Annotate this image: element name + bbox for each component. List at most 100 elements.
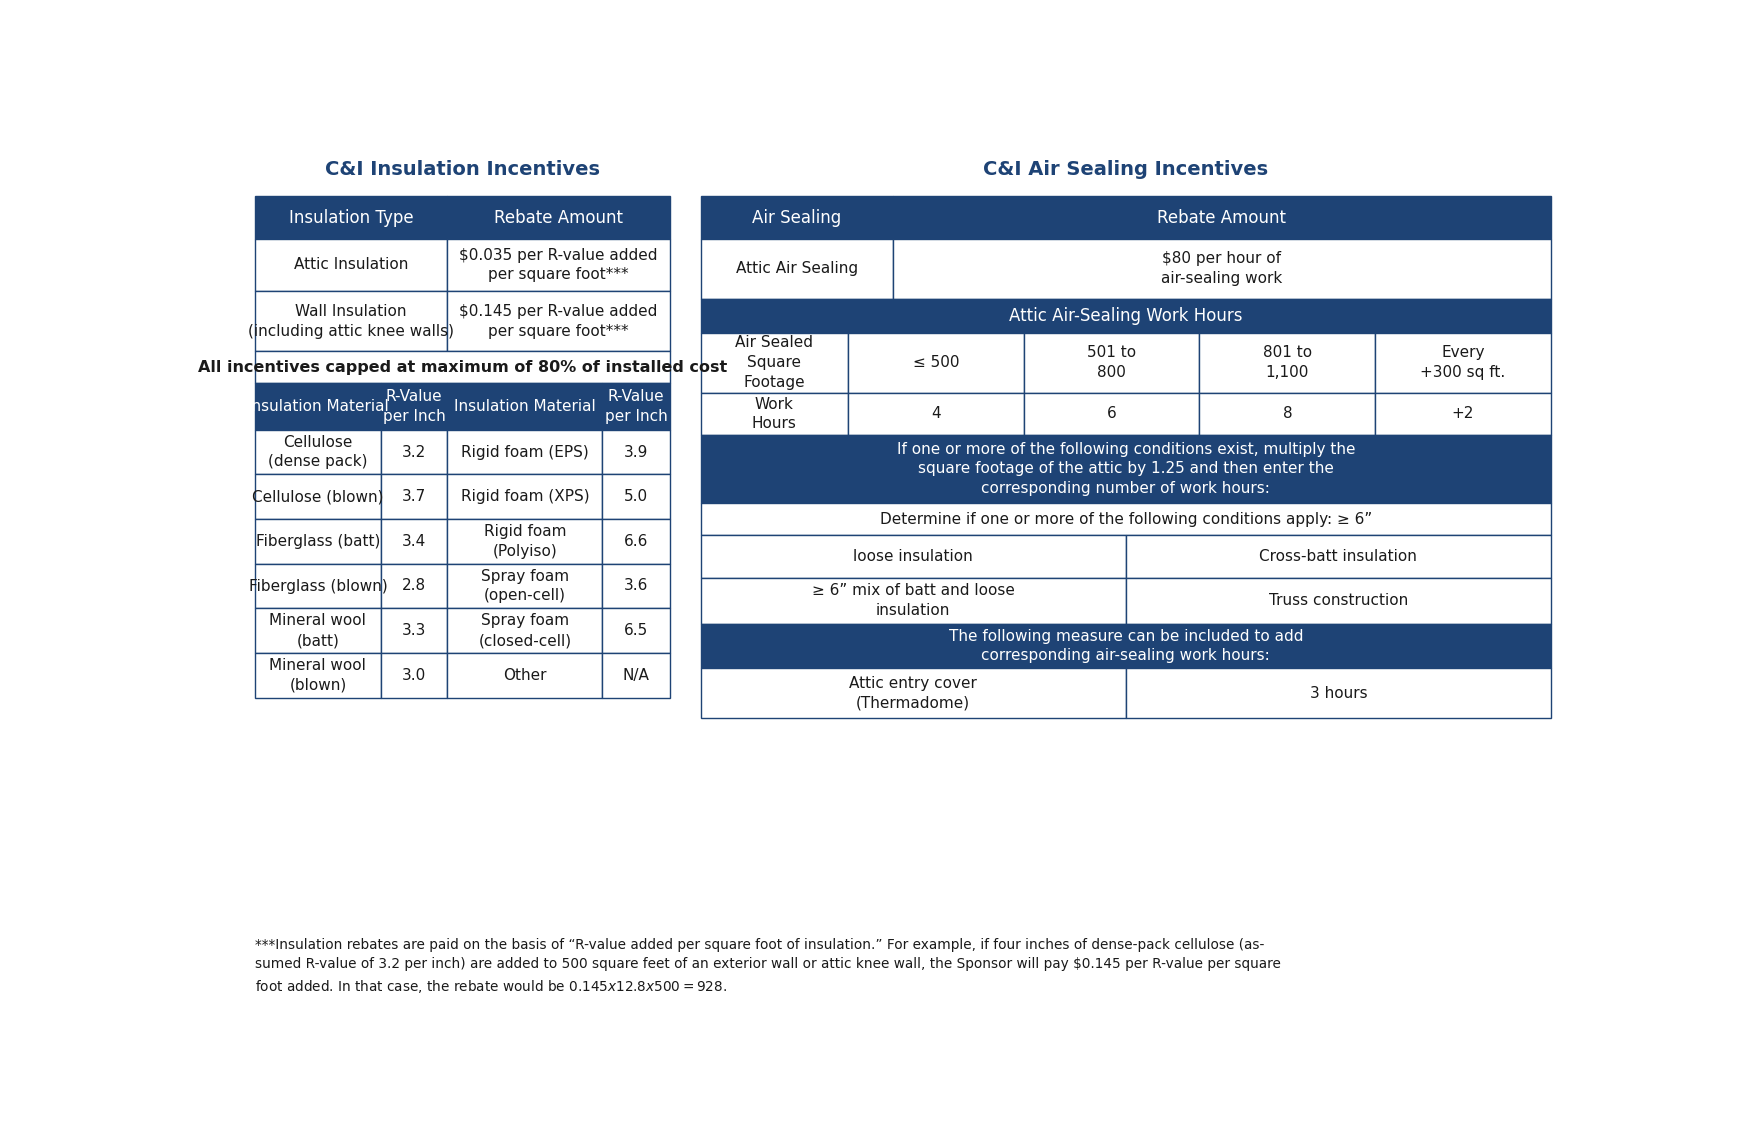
FancyBboxPatch shape <box>1126 535 1551 577</box>
Text: Wall Insulation
(including attic knee walls): Wall Insulation (including attic knee wa… <box>248 303 455 339</box>
FancyBboxPatch shape <box>381 429 448 475</box>
FancyBboxPatch shape <box>701 624 1551 668</box>
Text: 2.8: 2.8 <box>402 578 426 593</box>
FancyBboxPatch shape <box>381 609 448 653</box>
Text: Every
+300 sq ft.: Every +300 sq ft. <box>1420 345 1507 381</box>
Text: 3.9: 3.9 <box>624 444 648 460</box>
FancyBboxPatch shape <box>448 197 670 239</box>
Text: Attic Air Sealing: Attic Air Sealing <box>737 261 858 276</box>
FancyBboxPatch shape <box>448 239 670 291</box>
Text: C&I Air Sealing Incentives: C&I Air Sealing Incentives <box>983 160 1269 179</box>
FancyBboxPatch shape <box>701 299 1551 333</box>
FancyBboxPatch shape <box>603 563 670 609</box>
FancyBboxPatch shape <box>848 333 1024 393</box>
FancyBboxPatch shape <box>255 384 381 429</box>
Text: 3.2: 3.2 <box>402 444 426 460</box>
Text: All incentives capped at maximum of 80% of installed cost: All incentives capped at maximum of 80% … <box>197 360 728 375</box>
Text: ***Insulation rebates are paid on the basis of “R-value added per square foot of: ***Insulation rebates are paid on the ba… <box>255 938 1281 995</box>
Text: ≤ 500: ≤ 500 <box>913 356 959 370</box>
Text: Spray foam
(closed-cell): Spray foam (closed-cell) <box>478 613 571 648</box>
FancyBboxPatch shape <box>448 563 603 609</box>
FancyBboxPatch shape <box>255 351 670 384</box>
Text: Fiberglass (blown): Fiberglass (blown) <box>248 578 388 593</box>
FancyBboxPatch shape <box>603 519 670 563</box>
FancyBboxPatch shape <box>701 239 893 299</box>
FancyBboxPatch shape <box>448 384 603 429</box>
Text: Rebate Amount: Rebate Amount <box>1158 209 1286 226</box>
Text: Mineral wool
(blown): Mineral wool (blown) <box>270 658 366 693</box>
Text: 3.4: 3.4 <box>402 534 426 549</box>
Text: Rigid foam (EPS): Rigid foam (EPS) <box>462 444 589 460</box>
FancyBboxPatch shape <box>603 653 670 698</box>
FancyBboxPatch shape <box>448 609 603 653</box>
FancyBboxPatch shape <box>701 577 1126 624</box>
FancyBboxPatch shape <box>448 291 670 351</box>
FancyBboxPatch shape <box>255 197 448 239</box>
Text: R-Value
per Inch: R-Value per Inch <box>382 390 446 424</box>
Text: Other: Other <box>504 668 546 683</box>
FancyBboxPatch shape <box>701 503 1551 535</box>
Text: Cellulose
(dense pack): Cellulose (dense pack) <box>268 435 368 469</box>
Text: Cellulose (blown): Cellulose (blown) <box>252 490 384 504</box>
FancyBboxPatch shape <box>893 239 1551 299</box>
Text: Insulation Type: Insulation Type <box>289 209 414 226</box>
FancyBboxPatch shape <box>255 609 381 653</box>
FancyBboxPatch shape <box>701 333 848 393</box>
Text: If one or more of the following conditions exist, multiply the
square footage of: If one or more of the following conditio… <box>897 442 1355 496</box>
FancyBboxPatch shape <box>255 519 381 563</box>
Text: 4: 4 <box>930 407 941 421</box>
Text: 3.3: 3.3 <box>402 624 426 638</box>
Text: 6.6: 6.6 <box>624 534 648 549</box>
Text: Spray foam
(open-cell): Spray foam (open-cell) <box>481 569 569 603</box>
Text: Insulation Material: Insulation Material <box>247 399 389 415</box>
Text: Rigid foam
(Polyiso): Rigid foam (Polyiso) <box>483 524 566 559</box>
FancyBboxPatch shape <box>701 435 1551 503</box>
Text: Mineral wool
(batt): Mineral wool (batt) <box>270 613 366 648</box>
Text: Fiberglass (batt): Fiberglass (batt) <box>255 534 381 549</box>
FancyBboxPatch shape <box>255 429 381 475</box>
FancyBboxPatch shape <box>603 384 670 429</box>
Text: Insulation Material: Insulation Material <box>455 399 596 415</box>
FancyBboxPatch shape <box>1200 393 1374 435</box>
Text: Attic Air-Sealing Work Hours: Attic Air-Sealing Work Hours <box>1010 307 1242 325</box>
FancyBboxPatch shape <box>701 535 1126 577</box>
Text: 3.0: 3.0 <box>402 668 426 683</box>
Text: Rebate Amount: Rebate Amount <box>493 209 624 226</box>
FancyBboxPatch shape <box>381 653 448 698</box>
Text: Rigid foam (XPS): Rigid foam (XPS) <box>460 490 589 504</box>
FancyBboxPatch shape <box>381 563 448 609</box>
FancyBboxPatch shape <box>1374 333 1551 393</box>
Text: $80 per hour of
air-sealing work: $80 per hour of air-sealing work <box>1161 251 1283 286</box>
Text: The following measure can be included to add
corresponding air-sealing work hour: The following measure can be included to… <box>948 628 1304 663</box>
Text: Attic Insulation: Attic Insulation <box>294 258 409 273</box>
Text: Determine if one or more of the following conditions apply: ≥ 6”: Determine if one or more of the followin… <box>879 511 1373 526</box>
Text: 3.6: 3.6 <box>624 578 648 593</box>
FancyBboxPatch shape <box>1024 333 1200 393</box>
FancyBboxPatch shape <box>893 197 1551 239</box>
Text: Truss construction: Truss construction <box>1269 593 1408 608</box>
Text: 6.5: 6.5 <box>624 624 648 638</box>
FancyBboxPatch shape <box>255 239 448 291</box>
Text: Air Sealing: Air Sealing <box>752 209 842 226</box>
FancyBboxPatch shape <box>255 653 381 698</box>
FancyBboxPatch shape <box>1126 668 1551 718</box>
Text: C&I Insulation Incentives: C&I Insulation Incentives <box>324 160 599 179</box>
FancyBboxPatch shape <box>448 653 603 698</box>
FancyBboxPatch shape <box>603 475 670 519</box>
Text: 5.0: 5.0 <box>624 490 648 504</box>
Text: Air Sealed
Square
Footage: Air Sealed Square Footage <box>735 335 814 390</box>
Text: ≥ 6” mix of batt and loose
insulation: ≥ 6” mix of batt and loose insulation <box>812 583 1015 618</box>
FancyBboxPatch shape <box>255 291 448 351</box>
Text: $0.145 per R-value added
per square foot***: $0.145 per R-value added per square foot… <box>460 303 657 339</box>
FancyBboxPatch shape <box>448 475 603 519</box>
Text: 801 to
1,100: 801 to 1,100 <box>1263 345 1313 381</box>
Text: N/A: N/A <box>622 668 650 683</box>
Text: Work
Hours: Work Hours <box>752 396 796 432</box>
FancyBboxPatch shape <box>701 197 893 239</box>
Text: $0.035 per R-value added
per square foot***: $0.035 per R-value added per square foot… <box>460 248 657 283</box>
FancyBboxPatch shape <box>448 519 603 563</box>
FancyBboxPatch shape <box>603 609 670 653</box>
FancyBboxPatch shape <box>848 393 1024 435</box>
FancyBboxPatch shape <box>381 384 448 429</box>
FancyBboxPatch shape <box>1374 393 1551 435</box>
